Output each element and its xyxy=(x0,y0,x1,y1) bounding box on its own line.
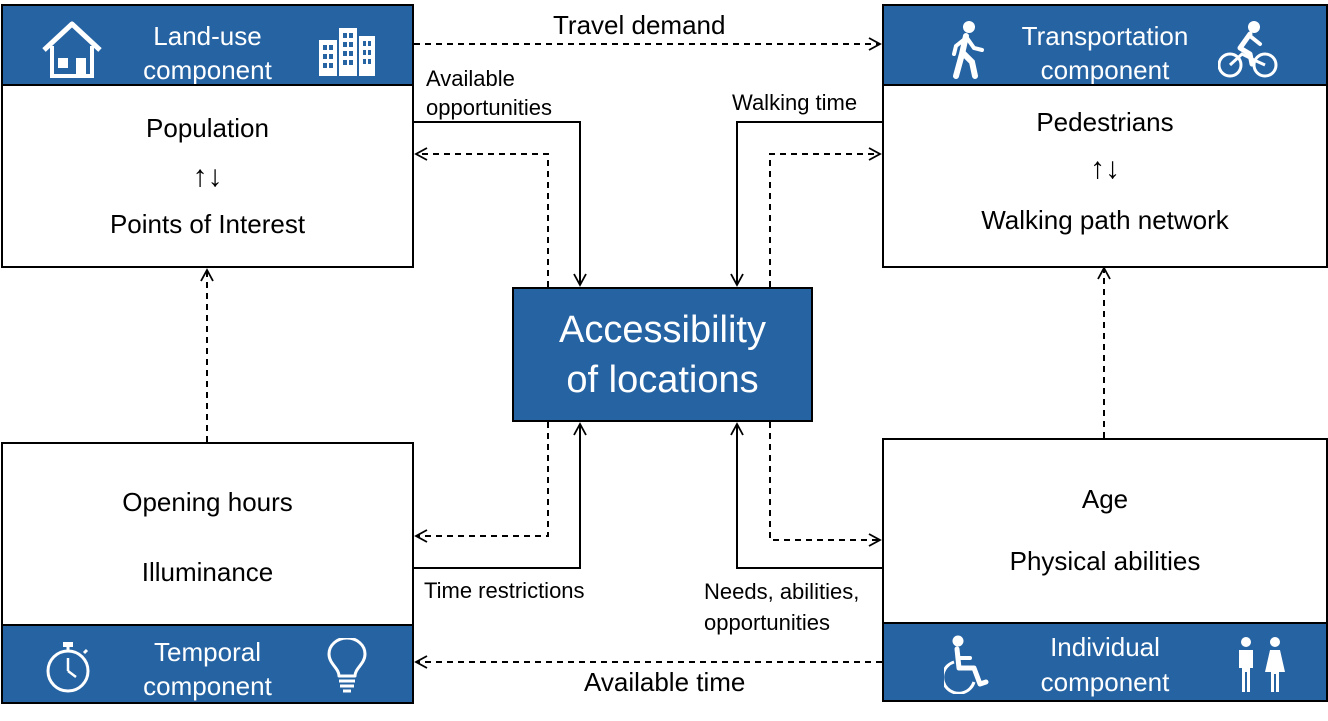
wheelchair-icon xyxy=(944,635,989,694)
center-to-individual-arrow xyxy=(769,422,882,547)
cyclist-icon xyxy=(1218,21,1278,78)
landuse-body: Population ↑↓ Points of Interest xyxy=(1,84,414,268)
label-available-time: Available time xyxy=(584,667,746,697)
label-available-opportunities-1: Available xyxy=(426,66,515,91)
pedestrian-icon xyxy=(952,21,984,79)
people-icon xyxy=(1239,637,1285,692)
time-restrictions-arrow xyxy=(414,422,587,569)
label-travel-demand: Travel demand xyxy=(553,10,726,40)
temporal-header: Temporal component xyxy=(1,624,414,704)
transport-header: Transportation component xyxy=(882,4,1328,86)
temporal-header-line2: component xyxy=(143,671,272,701)
temporal-body: Opening hours Illuminance xyxy=(1,442,414,626)
transport-bidirectional-arrows: ↑↓ xyxy=(1090,152,1120,185)
individual-header-line2: component xyxy=(1040,667,1170,697)
temporal-item-illuminance: Illuminance xyxy=(141,557,274,587)
individual-body: Age Physical abilities xyxy=(882,438,1328,626)
individual-header-line1: Individual xyxy=(1050,632,1160,662)
available-opportunities-arrow xyxy=(414,121,587,287)
landuse-header-line2: component xyxy=(143,55,272,85)
house-icon xyxy=(42,21,102,78)
label-walking-time: Walking time xyxy=(732,90,858,115)
transport-header-line2: component xyxy=(1040,55,1170,85)
landuse-item-poi: Points of Interest xyxy=(109,209,306,239)
center-title-line2: of locations xyxy=(566,359,759,401)
label-needs-2: opportunities xyxy=(704,610,830,635)
individual-item-physical: Physical abilities xyxy=(1009,546,1201,576)
landuse-item-population: Population xyxy=(146,113,269,143)
center-to-temporal-arrow xyxy=(414,422,549,543)
walking-time-arrow xyxy=(730,121,882,287)
temporal-item-opening-hours: Opening hours xyxy=(122,487,293,517)
label-available-opportunities-2: opportunities xyxy=(426,95,552,120)
buildings-icon xyxy=(319,28,375,76)
center-title-line1: Accessibility xyxy=(559,309,766,351)
landuse-header: Land-use component xyxy=(1,4,414,86)
transport-body: Pedestrians ↑↓ Walking path network xyxy=(882,84,1328,268)
temporal-header-line1: Temporal xyxy=(154,637,261,667)
transport-header-line1: Transportation xyxy=(1021,21,1189,51)
accessibility-center-box: Accessibility of locations xyxy=(512,287,813,422)
stopwatch-icon xyxy=(46,642,90,693)
center-to-landuse-arrow xyxy=(414,147,549,287)
needs-arrow xyxy=(730,422,882,569)
transport-item-pedestrians: Pedestrians xyxy=(1036,107,1174,137)
label-needs-1: Needs, abilities, xyxy=(704,579,860,604)
transport-item-network: Walking path network xyxy=(981,205,1229,235)
lightbulb-icon xyxy=(327,638,367,693)
landuse-bidirectional-arrows: ↑↓ xyxy=(192,160,223,193)
center-to-transport-arrow xyxy=(769,147,882,287)
individual-item-age: Age xyxy=(1081,484,1129,514)
landuse-header-line1: Land-use xyxy=(153,21,262,51)
individual-header: Individual component xyxy=(882,622,1328,702)
label-time-restrictions: Time restrictions xyxy=(424,578,585,603)
